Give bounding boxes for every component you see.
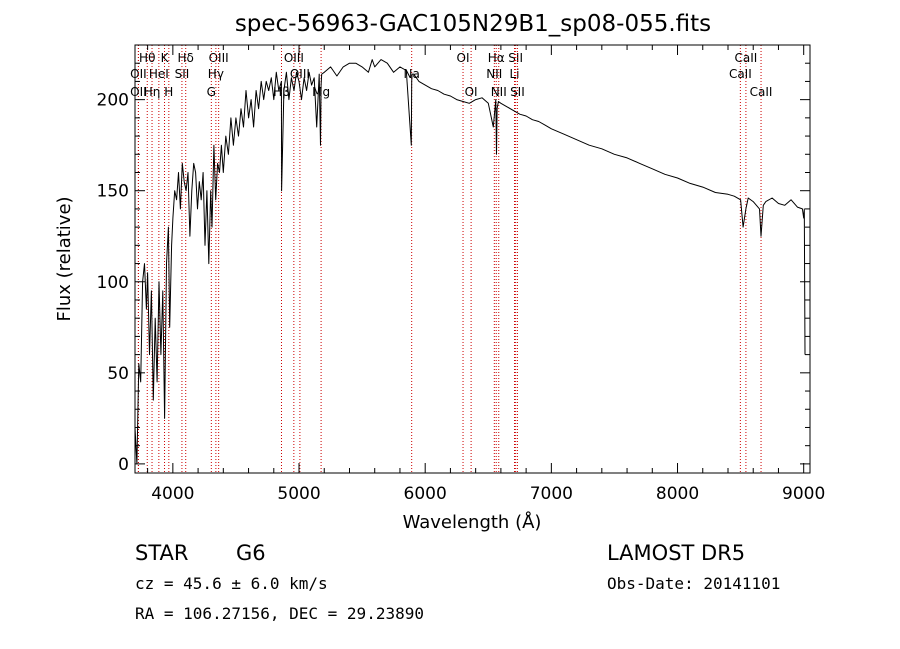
obs-date: Obs-Date: 20141101 bbox=[607, 574, 780, 593]
y-tick-label-0: 0 bbox=[118, 455, 129, 475]
line-marker-label-18: OI bbox=[465, 85, 478, 99]
spectrum-layer bbox=[134, 59, 806, 465]
line-marker-label-11: G bbox=[207, 85, 216, 99]
line-marker-label-23: Li bbox=[509, 67, 519, 81]
line-marker-label-27: CaII bbox=[750, 85, 773, 99]
x-tick-label-5: 9000 bbox=[782, 484, 825, 504]
line-marker-label-26: CaII bbox=[729, 67, 752, 81]
axis-ticks: 4000 5000 6000 7000 8000 9000 0 50 100 150 200 bbox=[97, 45, 825, 504]
x-tick-label-4: 8000 bbox=[656, 484, 699, 504]
y-tick-label-1: 50 bbox=[107, 364, 129, 384]
chart-title: spec-56963-GAC105N29B1_sp08-055.fits bbox=[235, 11, 711, 37]
line-marker-label-10: Hγ bbox=[208, 67, 224, 81]
line-marker-label-13: OIII bbox=[290, 67, 310, 81]
line-marker-label-24: SII bbox=[510, 85, 525, 99]
x-tick-label-3: 7000 bbox=[530, 484, 573, 504]
line-marker-label-3: K bbox=[161, 51, 170, 65]
y-tick-label-3: 150 bbox=[97, 182, 129, 202]
line-marker-label-6: H bbox=[164, 85, 173, 99]
line-marker-label-8: SII bbox=[175, 67, 190, 81]
spectrum-line bbox=[134, 59, 806, 465]
line-marker-label-0: Hθ bbox=[139, 51, 155, 65]
line-marker-label-1: OII bbox=[130, 67, 147, 81]
x-tick-label-1: 5000 bbox=[277, 484, 320, 504]
x-tick-label-2: 6000 bbox=[404, 484, 447, 504]
line-marker-label-2: OII bbox=[130, 85, 147, 99]
x-tick-label-0: 4000 bbox=[151, 484, 194, 504]
line-marker-label-7: Hδ bbox=[178, 51, 194, 65]
survey-release: LAMOST DR5 bbox=[607, 541, 745, 565]
line-marker-label-25: CaII bbox=[735, 51, 758, 65]
subclass: G6 bbox=[236, 541, 266, 565]
line-marker-label-20: NII bbox=[486, 67, 502, 81]
object-class: STAR bbox=[135, 541, 188, 565]
line-marker-label-21: NII bbox=[491, 85, 507, 99]
y-axis-label: Flux (relative) bbox=[54, 196, 75, 321]
line-marker-label-17: OI bbox=[457, 51, 470, 65]
line-marker-label-9: OIII bbox=[209, 51, 229, 65]
y-tick-label-2: 100 bbox=[97, 273, 129, 293]
line-marker-label-22: SII bbox=[508, 51, 523, 65]
line-marker-label-4: HeI bbox=[149, 67, 169, 81]
line-marker-label-19: Hα bbox=[488, 51, 505, 65]
coordinates: RA = 106.27156, DEC = 29.23890 bbox=[135, 604, 424, 623]
plot-frame bbox=[134, 44, 811, 474]
line-marker-label-5: Hη bbox=[144, 85, 161, 99]
x-axis-label: Wavelength (Å) bbox=[403, 511, 542, 533]
line-marker-label-12: OIII bbox=[284, 51, 304, 65]
y-tick-label-4: 200 bbox=[97, 91, 129, 111]
redshift-readout: cz = 45.6 ± 6.0 km/s bbox=[135, 574, 328, 593]
